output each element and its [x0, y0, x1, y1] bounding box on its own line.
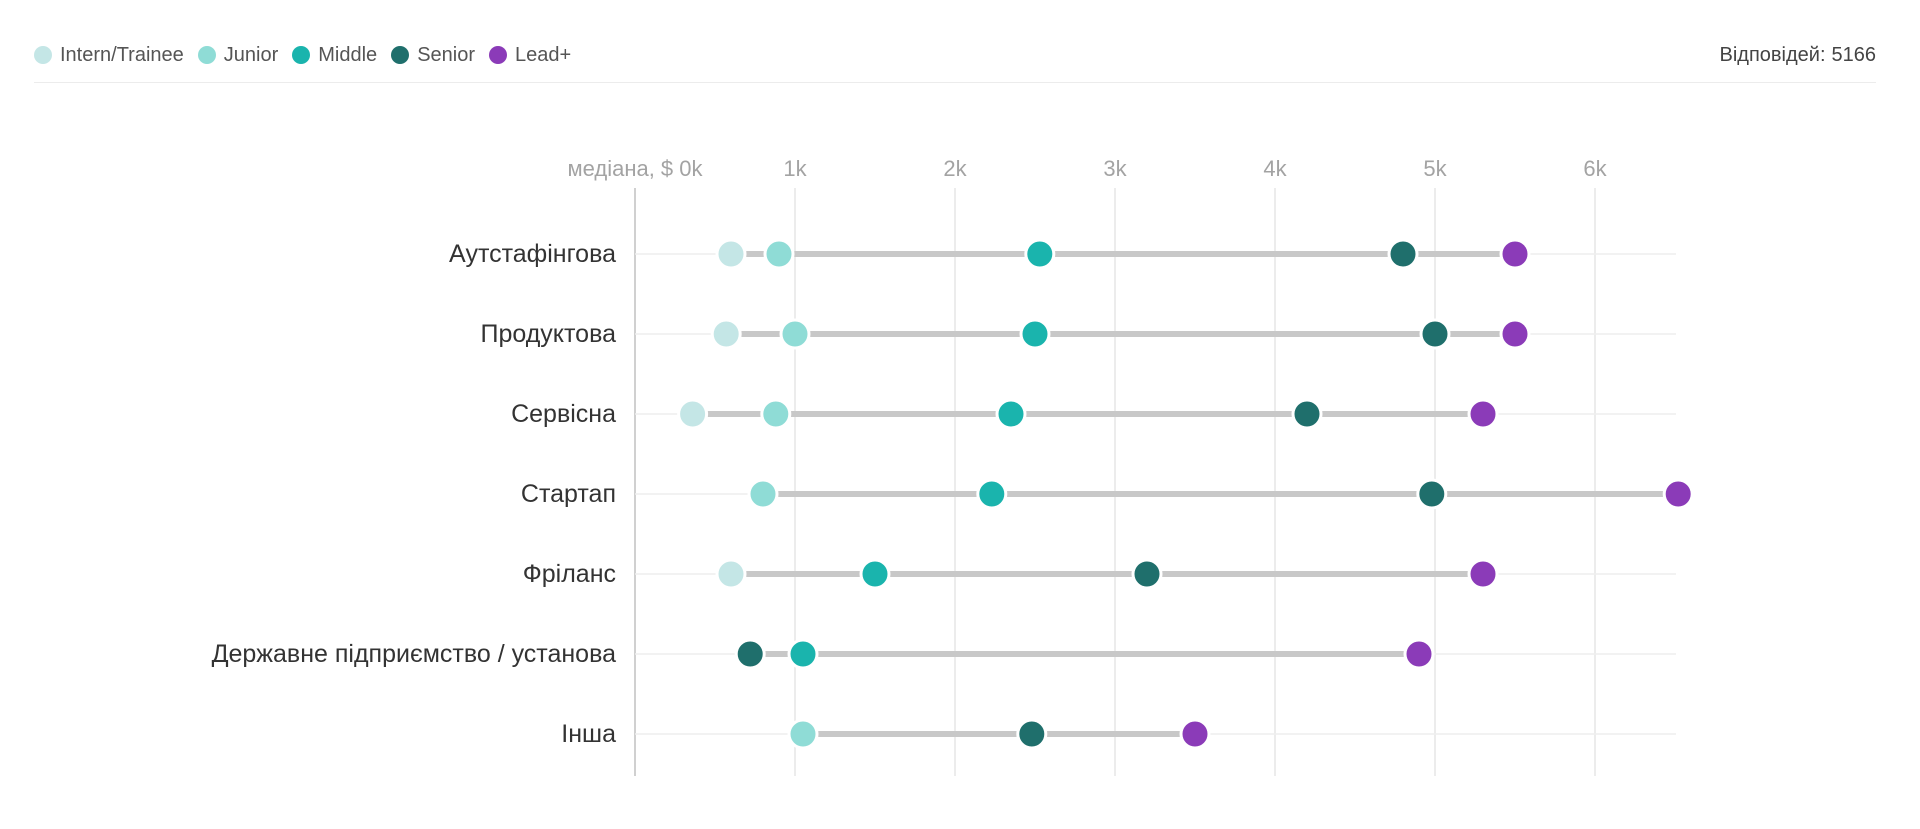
dot-senior-0 — [1387, 238, 1419, 270]
dot-intern-trainee-2 — [677, 398, 709, 430]
dot-lead--2 — [1467, 398, 1499, 430]
dot-intern-trainee-0 — [715, 238, 747, 270]
dot-lead--5 — [1403, 638, 1435, 670]
dot-lead--3 — [1662, 478, 1694, 510]
legend-item-senior[interactable]: Senior — [391, 44, 475, 67]
dot-middle-3 — [976, 478, 1008, 510]
legend-label-intern: Intern/Trainee — [60, 43, 184, 66]
category-label-2: Сервісна — [511, 400, 616, 428]
dot-lead--4 — [1467, 558, 1499, 590]
dot-senior-3 — [1416, 478, 1448, 510]
legend-label-junior: Junior — [223, 43, 279, 66]
category-label-5: Державне підприємство / установа — [212, 640, 617, 668]
responses-count: Відповідей: 5166 — [1720, 40, 1877, 70]
legend-swatch-middle — [292, 46, 311, 64]
dot-senior-4 — [1131, 558, 1163, 590]
dot-middle-4 — [859, 558, 891, 590]
x-tick-label-1: 1k — [783, 156, 807, 181]
responses-value: 5166 — [1831, 43, 1877, 66]
header-divider — [34, 82, 1876, 83]
dot-junior-0 — [763, 238, 795, 270]
dot-lead--6 — [1179, 718, 1211, 750]
dot-junior-6 — [787, 718, 819, 750]
x-tick-label-5: 5k — [1423, 156, 1447, 181]
dot-junior-3 — [747, 478, 779, 510]
dot-junior-2 — [760, 398, 792, 430]
category-label-4: Фріланс — [523, 560, 616, 588]
legend-item-middle[interactable]: Middle — [292, 44, 377, 67]
dot-middle-5 — [787, 638, 819, 670]
legend-swatch-junior — [197, 46, 216, 64]
dot-intern-trainee-1 — [710, 318, 742, 350]
dot-senior-5 — [734, 638, 766, 670]
legend-swatch-lead — [489, 46, 507, 64]
dot-middle-2 — [995, 398, 1027, 430]
x-tick-label-6: 6k — [1583, 156, 1607, 181]
legend-label-senior: Senior — [417, 43, 475, 66]
category-label-0: Аутстафінгова — [449, 240, 616, 268]
legend-item-junior[interactable]: Junior — [197, 43, 279, 67]
legend-label-middle: Middle — [318, 43, 378, 66]
dot-middle-1 — [1019, 318, 1051, 350]
category-label-1: Продуктова — [480, 320, 616, 348]
category-label-3: Стартап — [521, 480, 616, 508]
dot-intern-trainee-4 — [715, 558, 747, 590]
x-tick-label-0: медіана, $ 0k — [567, 156, 703, 181]
dot-senior-6 — [1016, 718, 1048, 750]
legend: Intern/Trainee Junior Middle Senior Lead… — [34, 40, 585, 70]
dot-middle-0 — [1024, 238, 1056, 270]
dot-lead--1 — [1499, 318, 1531, 350]
legend-swatch-intern — [34, 46, 52, 64]
x-tick-label-4: 4k — [1263, 156, 1287, 181]
legend-item-lead[interactable]: Lead+ — [489, 44, 571, 67]
legend-swatch-senior — [391, 46, 410, 64]
dot-senior-2 — [1291, 398, 1323, 430]
responses-label: Відповідей: — [1719, 43, 1826, 66]
legend-label-lead: Lead+ — [515, 43, 572, 66]
x-tick-label-2: 2k — [943, 156, 967, 181]
legend-item-intern[interactable]: Intern/Trainee — [34, 44, 184, 67]
dot-senior-1 — [1419, 318, 1451, 350]
dot-lead--0 — [1499, 238, 1531, 270]
category-label-6: Інша — [561, 720, 616, 748]
x-tick-label-3: 3k — [1103, 156, 1127, 181]
dot-junior-1 — [779, 318, 811, 350]
